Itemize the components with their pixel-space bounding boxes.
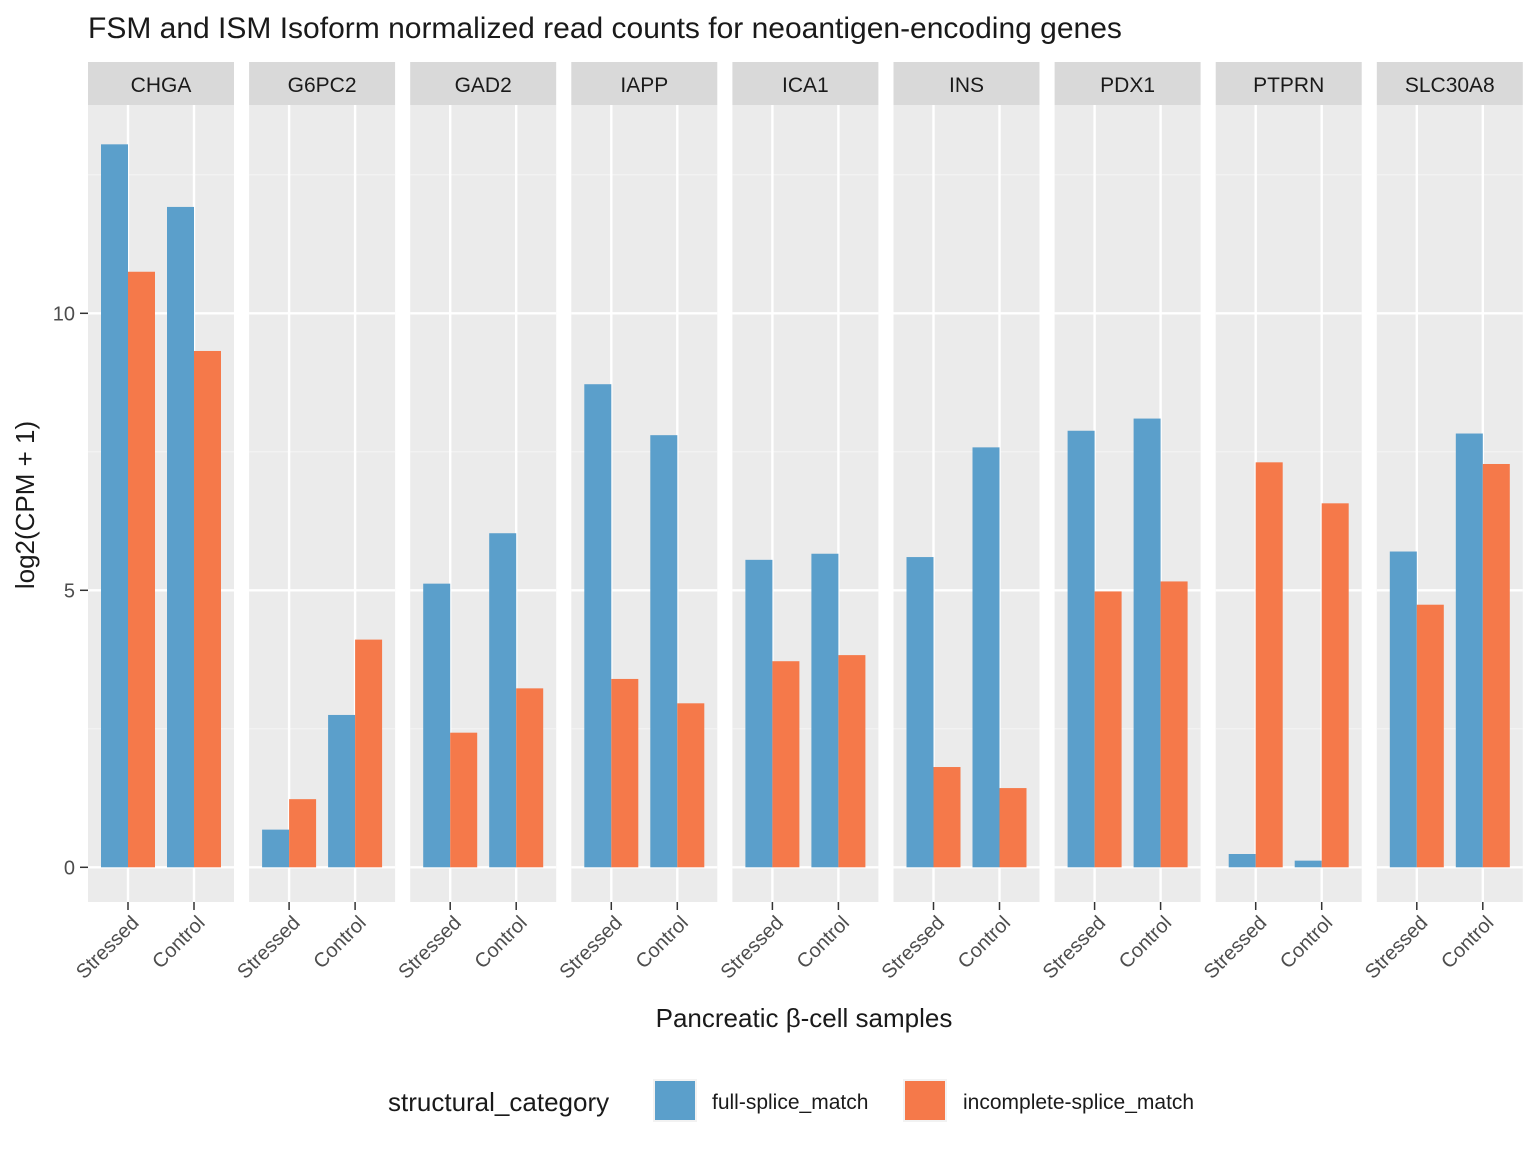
bar-gad2-stressed-fsm <box>423 583 451 868</box>
x-tick-label-g6pc2-stressed: Stressed <box>233 912 304 983</box>
bar-ins-control-fsm <box>972 447 1000 868</box>
x-tick-label-ins-stressed: Stressed <box>878 912 949 983</box>
x-tick-label-pdx1-stressed: Stressed <box>1039 912 1110 983</box>
legend: structural_category full-splice_match inc… <box>388 1079 1194 1122</box>
bar-iapp-control-fsm <box>650 435 678 868</box>
x-tick-label-ins-control: Control <box>954 912 1015 973</box>
legend-swatch-ism <box>905 1081 945 1120</box>
facet-label-g6pc2: G6PC2 <box>288 74 357 97</box>
bar-slc30a8-stressed-ism <box>1416 604 1444 868</box>
bar-ptprn-stressed-fsm <box>1228 854 1256 868</box>
bar-ptprn-control-ism <box>1321 503 1349 868</box>
bar-pdx1-stressed-ism <box>1094 591 1122 868</box>
chart-title: FSM and ISM Isoform normalized read coun… <box>88 12 1122 45</box>
x-tick-label-ica1-stressed: Stressed <box>717 912 788 983</box>
bar-iapp-control-ism <box>677 703 705 868</box>
facet-strip-slc30a8 <box>1376 62 1523 105</box>
bar-ica1-control-ism <box>838 655 866 868</box>
y-axis-title: log2(CPM + 1) <box>10 421 40 589</box>
bar-chga-control-fsm <box>167 206 194 868</box>
legend-swatch-fsm <box>655 1081 695 1120</box>
legend-label-fsm: full-splice_match <box>712 1091 868 1114</box>
bar-ins-control-ism <box>999 788 1027 868</box>
bar-chga-stressed-fsm <box>101 144 128 868</box>
x-tick-label-chga-control: Control <box>148 912 209 973</box>
bar-chga-control-ism <box>194 350 221 868</box>
x-tick-label-ptprn-control: Control <box>1276 912 1337 973</box>
x-tick-label-chga-stressed: Stressed <box>72 912 143 983</box>
facet-strip-ins <box>893 62 1040 105</box>
facet-label-ins: INS <box>949 74 984 97</box>
x-tick-label-iapp-stressed: Stressed <box>555 912 626 983</box>
bar-chga-stressed-ism <box>128 271 155 868</box>
facet-label-iapp: IAPP <box>620 74 668 97</box>
y-tick-label-5: 5 <box>64 580 75 602</box>
facet-strip-pdx1 <box>1054 62 1201 105</box>
facet-label-ptprn: PTPRN <box>1253 74 1324 97</box>
x-tick-label-ica1-control: Control <box>793 912 854 973</box>
facet-label-ica1: ICA1 <box>782 74 829 97</box>
x-tick-label-iapp-control: Control <box>632 912 693 973</box>
bar-slc30a8-control-ism <box>1482 463 1510 868</box>
bar-pdx1-control-ism <box>1160 581 1188 868</box>
x-tick-label-pdx1-control: Control <box>1115 912 1176 973</box>
x-tick-label-gad2-control: Control <box>471 912 532 973</box>
bar-ins-stressed-fsm <box>906 557 934 868</box>
bar-iapp-stressed-fsm <box>584 384 612 868</box>
bar-gad2-control-ism <box>516 688 544 868</box>
legend-label-ism: incomplete-splice_match <box>963 1091 1194 1114</box>
bar-iapp-stressed-ism <box>611 678 639 868</box>
bar-ica1-stressed-ism <box>772 661 800 868</box>
y-tick-label-10: 10 <box>53 303 75 325</box>
bar-gad2-control-fsm <box>489 533 517 868</box>
bar-ica1-control-fsm <box>811 553 839 868</box>
facet-strip-gad2 <box>410 62 557 105</box>
facet-label-slc30a8: SLC30A8 <box>1405 74 1495 97</box>
bar-ins-stressed-ism <box>933 767 961 868</box>
bar-g6pc2-control-ism <box>355 639 383 868</box>
bar-gad2-stressed-ism <box>450 732 478 868</box>
facet-strip-ptprn <box>1215 62 1362 105</box>
bar-g6pc2-stressed-fsm <box>262 829 290 868</box>
x-tick-label-g6pc2-control: Control <box>309 912 370 973</box>
facet-label-chga: CHGA <box>131 74 192 97</box>
bar-g6pc2-stressed-ism <box>289 799 317 868</box>
facet-strip-g6pc2 <box>249 62 396 105</box>
x-tick-label-ptprn-stressed: Stressed <box>1200 912 1271 983</box>
facet-strip-chga <box>88 62 234 105</box>
y-tick-label-0: 0 <box>64 857 75 879</box>
legend-title: structural_category <box>388 1087 609 1117</box>
x-tick-label-slc30a8-control: Control <box>1437 912 1498 973</box>
bar-slc30a8-control-fsm <box>1455 433 1483 868</box>
bar-ica1-stressed-fsm <box>745 559 773 868</box>
bar-slc30a8-stressed-fsm <box>1389 551 1417 868</box>
bar-ptprn-stressed-ism <box>1255 462 1283 868</box>
bar-pdx1-stressed-fsm <box>1067 430 1095 868</box>
x-tick-label-slc30a8-stressed: Stressed <box>1361 912 1432 983</box>
x-axis-title: Pancreatic β-cell samples <box>656 1003 953 1033</box>
bar-ptprn-control-fsm <box>1294 860 1322 868</box>
facet-label-gad2: GAD2 <box>455 74 512 97</box>
facet-strip-iapp <box>571 62 718 105</box>
facet-strip-ica1 <box>732 62 879 105</box>
facet-label-pdx1: PDX1 <box>1100 74 1155 97</box>
x-tick-label-gad2-stressed: Stressed <box>394 912 465 983</box>
bar-pdx1-control-fsm <box>1133 418 1161 868</box>
bar-g6pc2-control-fsm <box>328 714 356 868</box>
